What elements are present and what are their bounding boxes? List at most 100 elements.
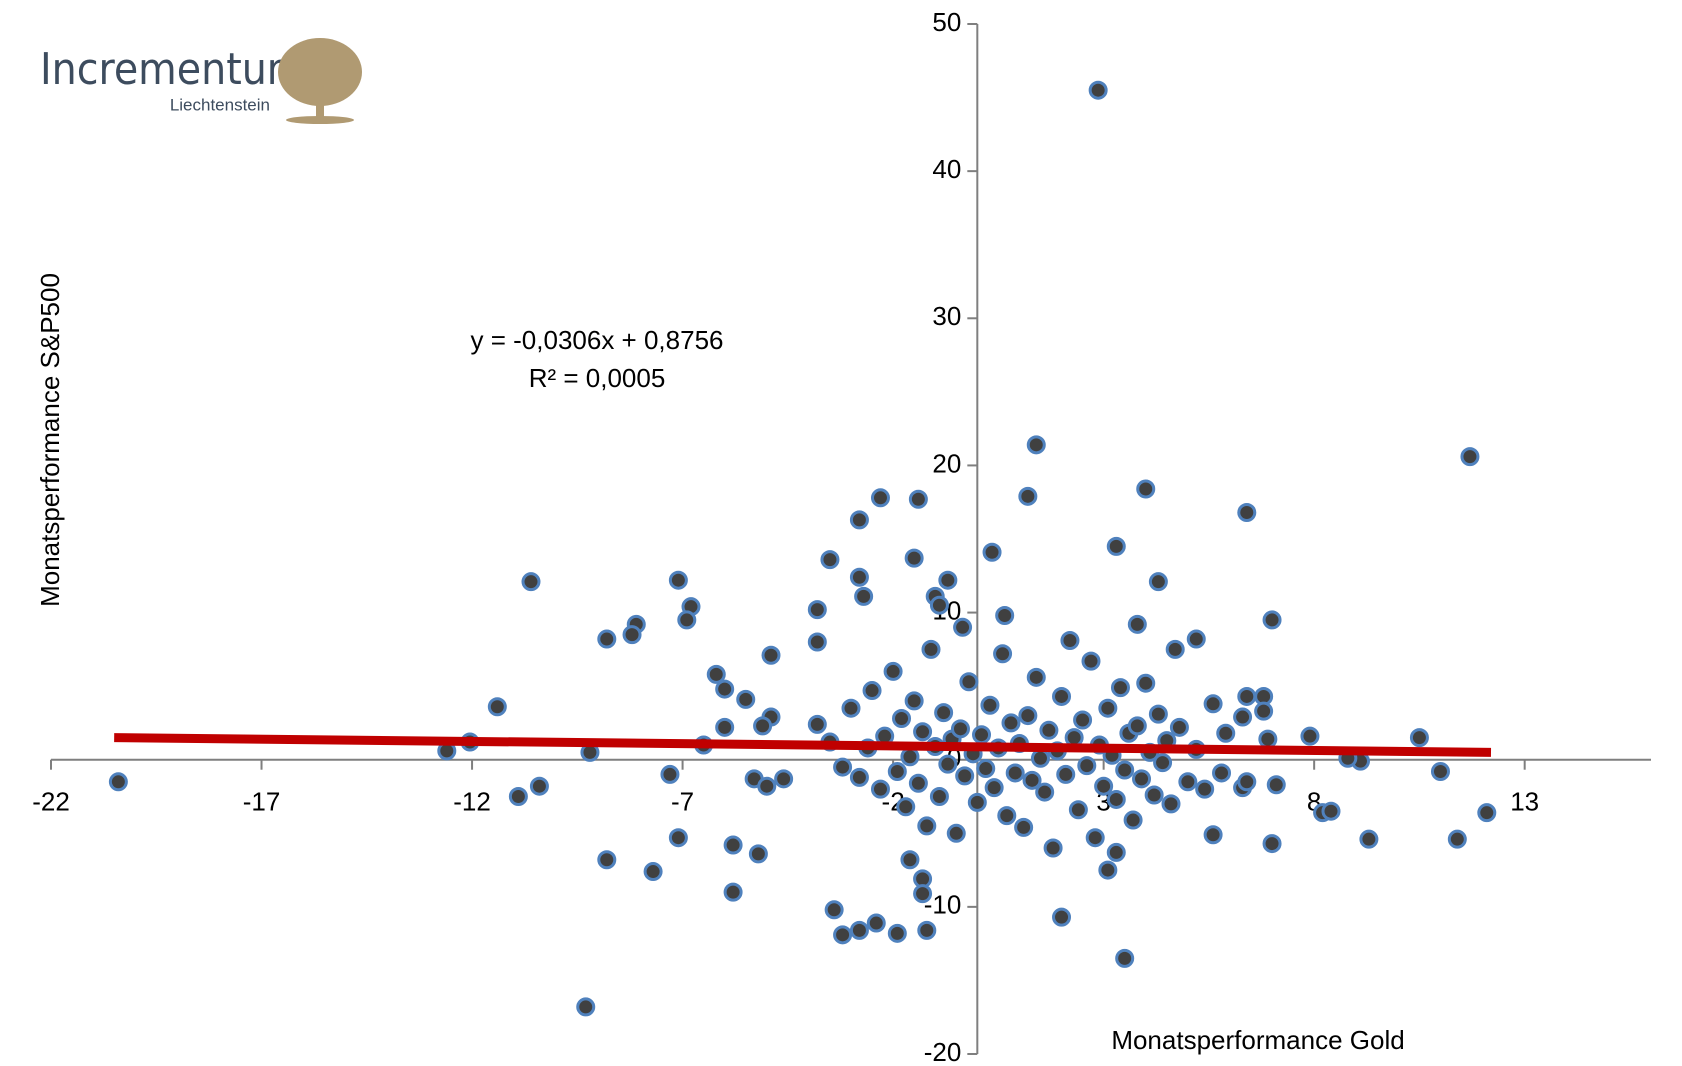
- point: [946, 823, 966, 843]
- point: [715, 717, 735, 737]
- point: [849, 920, 869, 940]
- point: [917, 816, 937, 836]
- point: [900, 850, 920, 870]
- point: [1030, 748, 1050, 768]
- point: [597, 850, 617, 870]
- point: [576, 997, 596, 1017]
- point: [953, 617, 973, 637]
- point: [1144, 785, 1164, 805]
- point: [1359, 829, 1379, 849]
- point: [849, 567, 869, 587]
- point: [1203, 694, 1223, 714]
- point: [870, 488, 890, 508]
- point: [938, 754, 958, 774]
- point: [984, 778, 1004, 798]
- point: [1430, 761, 1450, 781]
- point: [1018, 486, 1038, 506]
- point: [1233, 707, 1253, 727]
- point: [849, 767, 869, 787]
- point: [1186, 629, 1206, 649]
- point: [1460, 447, 1480, 467]
- y-tick-label: -20: [924, 1037, 962, 1066]
- point: [1026, 435, 1046, 455]
- point: [108, 772, 128, 792]
- point: [1077, 756, 1097, 776]
- point: [1136, 673, 1156, 693]
- point: [1115, 948, 1135, 968]
- point: [677, 610, 697, 630]
- point: [1014, 817, 1034, 837]
- point: [1081, 651, 1101, 671]
- point: [1123, 810, 1143, 830]
- point: [1098, 698, 1118, 718]
- point: [807, 714, 827, 734]
- point: [934, 703, 954, 723]
- point: [866, 913, 886, 933]
- point: [1136, 479, 1156, 499]
- point: [1064, 728, 1084, 748]
- point: [904, 548, 924, 568]
- y-tick-label: 30: [932, 301, 961, 331]
- point: [1068, 800, 1088, 820]
- point: [1115, 760, 1135, 780]
- point: [1022, 770, 1042, 790]
- point: [955, 766, 975, 786]
- point: [668, 828, 688, 848]
- point: [854, 586, 874, 606]
- point: [917, 920, 937, 940]
- point: [1237, 503, 1257, 523]
- point: [1052, 686, 1072, 706]
- point: [736, 689, 756, 709]
- point: [643, 862, 663, 882]
- point: [529, 776, 549, 796]
- point: [1052, 907, 1072, 927]
- annotation: R² = 0,0005: [529, 363, 666, 393]
- point: [508, 787, 528, 806]
- point: [1262, 610, 1282, 630]
- point: [1001, 713, 1021, 733]
- point: [1106, 842, 1126, 862]
- point: [976, 759, 996, 779]
- point: [1237, 686, 1257, 706]
- point: [748, 844, 768, 864]
- point: [1018, 706, 1038, 726]
- point: [1035, 782, 1055, 802]
- point: [753, 716, 773, 736]
- point: [1073, 710, 1093, 730]
- y-tick-label: 50: [932, 7, 961, 37]
- point: [706, 664, 726, 684]
- point: [1106, 789, 1126, 809]
- point: [913, 722, 933, 742]
- point: [959, 672, 979, 692]
- point: [487, 697, 507, 717]
- point: [1153, 753, 1173, 773]
- point: [972, 725, 992, 745]
- point: [1203, 825, 1223, 845]
- point: [929, 787, 949, 806]
- point: [862, 681, 882, 701]
- point: [757, 776, 777, 796]
- point: [807, 600, 827, 620]
- point: [913, 884, 933, 904]
- point: [993, 644, 1013, 664]
- point: [1127, 614, 1147, 634]
- point: [1254, 701, 1274, 721]
- point: [1161, 794, 1181, 814]
- point: [1088, 80, 1108, 100]
- point: [980, 695, 1000, 715]
- point: [1477, 803, 1497, 823]
- point: [1266, 775, 1286, 795]
- point: [892, 709, 912, 729]
- logo-name: Incrementum: [40, 44, 305, 95]
- point: [597, 629, 617, 649]
- x-tick-label: -7: [671, 787, 694, 817]
- x-axis-label: Monatsperformance Gold: [1111, 1025, 1404, 1055]
- point: [833, 925, 853, 945]
- logo-tree: [278, 38, 362, 124]
- point: [1132, 769, 1152, 789]
- point: [824, 900, 844, 920]
- point: [883, 661, 903, 681]
- y-tick-label: 40: [932, 154, 961, 184]
- point: [995, 606, 1015, 626]
